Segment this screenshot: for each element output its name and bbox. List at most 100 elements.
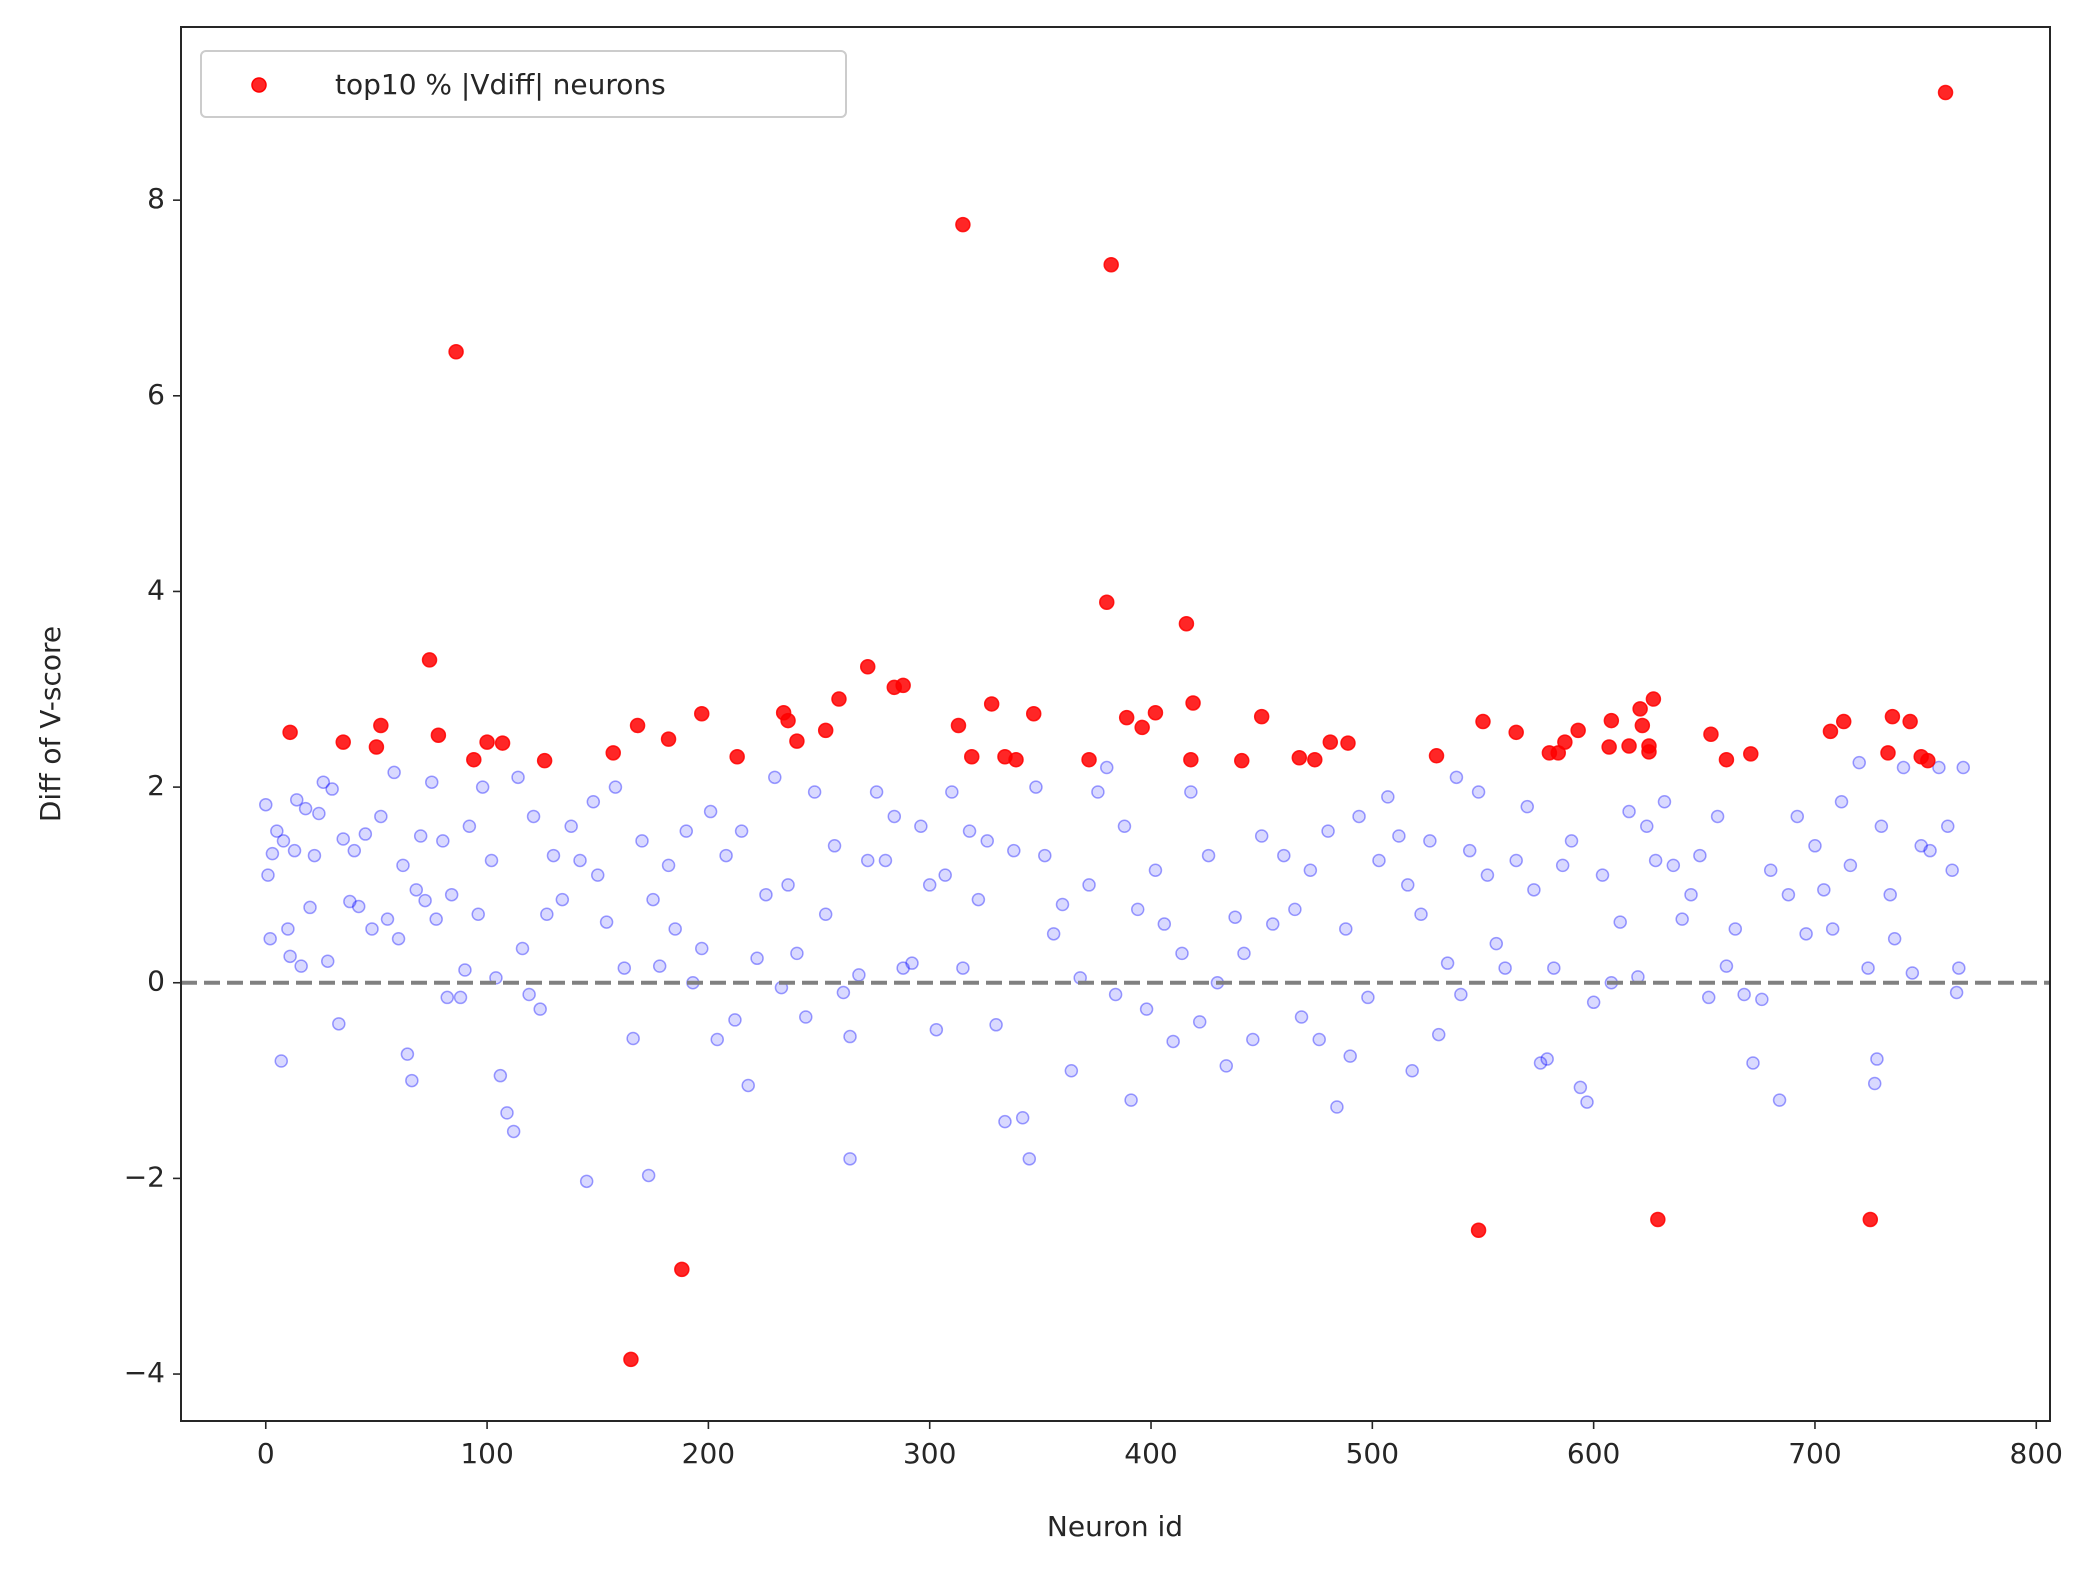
data-point <box>955 216 971 233</box>
data-point <box>831 691 847 707</box>
data-point <box>555 892 570 907</box>
y-tick-label: −2 <box>124 1160 165 1193</box>
data-point <box>1902 713 1918 730</box>
data-point <box>887 809 902 824</box>
data-point <box>1570 722 1586 739</box>
data-point <box>1454 987 1468 1002</box>
data-point <box>1834 795 1849 809</box>
data-point <box>1852 755 1866 770</box>
legend-marker <box>251 77 267 93</box>
data-point <box>1294 1010 1309 1024</box>
data-point <box>1540 1052 1554 1066</box>
data-point <box>1632 701 1648 717</box>
data-point <box>573 853 587 868</box>
data-point <box>1148 863 1163 877</box>
data-point <box>1064 1064 1079 1078</box>
data-point <box>316 775 331 789</box>
data-point <box>1183 751 1199 768</box>
data-point <box>1884 708 1901 725</box>
data-point <box>270 824 284 838</box>
data-point <box>351 899 366 914</box>
data-point <box>500 1106 514 1120</box>
data-point <box>1861 961 1875 975</box>
data-point <box>817 722 834 739</box>
data-point <box>914 819 928 833</box>
data-point <box>307 848 322 863</box>
data-point <box>896 961 910 975</box>
data-point <box>807 785 822 799</box>
data-point <box>1118 709 1135 726</box>
data-point <box>475 780 490 794</box>
data-point <box>1322 734 1339 750</box>
data-point <box>1790 809 1805 824</box>
data-point <box>405 1073 419 1088</box>
data-point <box>289 793 304 807</box>
data-point <box>703 804 718 819</box>
data-point <box>1634 717 1651 734</box>
data-point <box>373 717 389 734</box>
data-point <box>1099 594 1115 610</box>
data-point <box>945 785 959 799</box>
data-point <box>1932 760 1946 775</box>
data-point <box>626 1031 640 1046</box>
data-point <box>506 1124 521 1139</box>
x-tick-label: 200 <box>682 1437 735 1470</box>
data-point <box>1022 1152 1037 1166</box>
data-point <box>843 1152 857 1166</box>
data-point <box>421 652 438 668</box>
y-axis-label: Diff of V-score <box>34 626 67 822</box>
data-point <box>1666 858 1681 873</box>
data-point <box>929 1022 944 1037</box>
data-point <box>1100 760 1114 775</box>
data-point <box>1312 1032 1326 1047</box>
data-point <box>1843 858 1858 873</box>
data-point <box>1595 868 1610 882</box>
data-point <box>429 912 443 926</box>
data-point <box>1303 863 1318 877</box>
data-point <box>1470 1222 1487 1238</box>
data-point <box>1763 863 1778 877</box>
data-point <box>462 819 477 833</box>
data-point <box>1103 256 1119 273</box>
data-point <box>282 724 298 741</box>
data-point <box>526 809 541 824</box>
data-point <box>922 878 937 892</box>
data-point <box>859 659 876 675</box>
data-point <box>1277 848 1291 863</box>
data-point <box>515 941 530 956</box>
data-point <box>1234 752 1250 769</box>
data-point <box>590 868 605 882</box>
data-point <box>1527 883 1541 897</box>
data-point <box>605 745 621 761</box>
data-point <box>1887 931 1902 946</box>
data-point <box>522 987 536 1002</box>
data-point <box>1184 785 1198 799</box>
data-point <box>1874 819 1889 833</box>
data-point <box>1799 927 1813 941</box>
data-point <box>1883 887 1897 902</box>
data-point <box>1038 848 1052 863</box>
data-point <box>1130 902 1145 917</box>
data-point <box>1728 922 1743 936</box>
data-point <box>540 907 554 922</box>
data-point <box>1108 987 1123 1002</box>
data-point <box>380 912 395 926</box>
data-point <box>1825 922 1840 936</box>
data-point <box>623 1351 639 1368</box>
legend-box <box>200 50 847 118</box>
data-point <box>1157 917 1172 931</box>
data-point <box>1822 723 1839 740</box>
data-point <box>312 806 326 821</box>
data-point <box>586 795 601 809</box>
y-tick-label: 2 <box>147 769 165 802</box>
data-point <box>261 868 275 882</box>
data-point <box>729 749 745 765</box>
data-point <box>1613 915 1627 929</box>
data-point <box>274 1054 289 1068</box>
data-point <box>860 853 875 868</box>
data-point <box>1288 902 1302 917</box>
data-point <box>998 1114 1012 1129</box>
data-point <box>1533 1056 1548 1070</box>
data-point <box>1641 738 1657 754</box>
data-point <box>1082 878 1096 892</box>
